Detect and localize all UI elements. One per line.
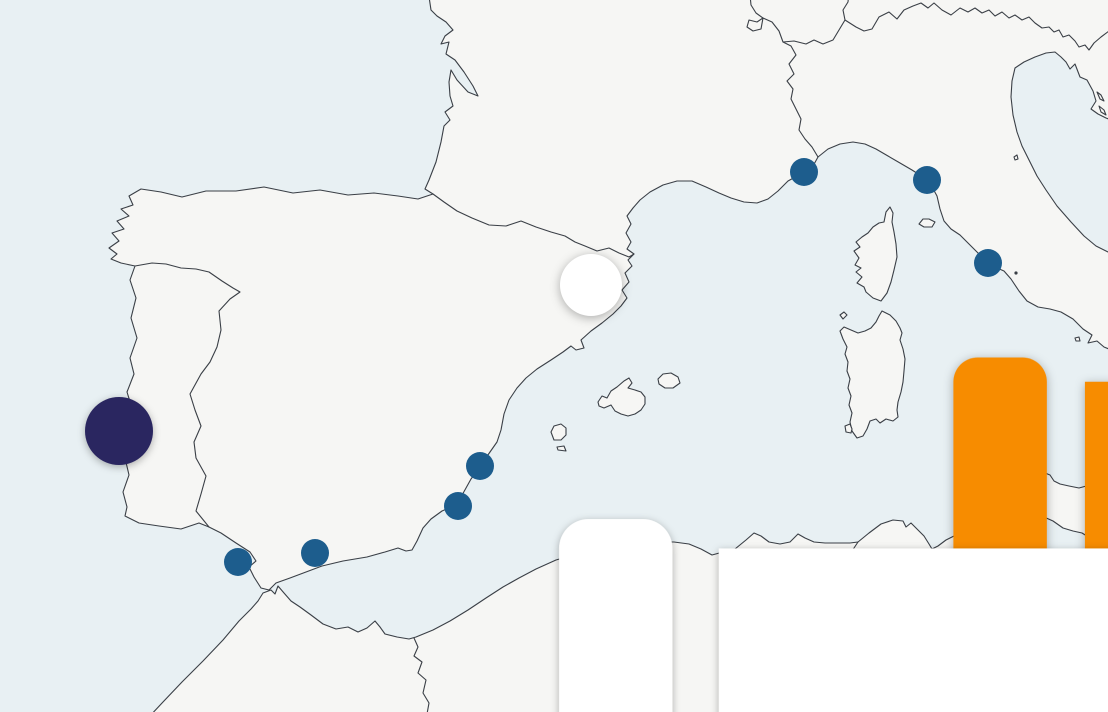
island-adriatic: [1013, 154, 1019, 161]
markers-layer: [85, 158, 1108, 712]
stop-dot[interactable]: [974, 249, 1002, 277]
island-croatia-1: [1096, 91, 1105, 102]
border-france-italy: [746, 0, 819, 158]
start-flag-marker-circle: [85, 397, 153, 465]
island-menorca: [657, 372, 681, 389]
start-flag-marker[interactable]: [85, 397, 1108, 712]
border-portugal-spain: [134, 262, 241, 528]
border-alps: [844, 2, 1108, 51]
island-elba: [918, 218, 936, 228]
stop-dot[interactable]: [301, 539, 329, 567]
island-san-pietro: [844, 423, 853, 434]
island-formentera: [556, 445, 567, 452]
destination-flag-marker-circle: [560, 254, 622, 316]
island-ibiza: [550, 423, 567, 441]
stop-dot[interactable]: [790, 158, 818, 186]
border-morocco-algeria: [413, 637, 430, 712]
border-switzerland-italy: [782, 0, 849, 45]
island-corsica: [853, 206, 898, 302]
stop-dot[interactable]: [466, 452, 494, 480]
city-dot: [1014, 271, 1018, 275]
island-croatia-2: [1098, 105, 1107, 116]
destination-flag-marker[interactable]: [560, 254, 1108, 712]
island-ponza: [1074, 336, 1081, 342]
stop-dot[interactable]: [444, 492, 472, 520]
island-sardinia: [839, 310, 906, 439]
island-asinara: [839, 311, 848, 320]
stop-dot[interactable]: [913, 166, 941, 194]
border-france-spain: [432, 193, 635, 258]
stop-dot[interactable]: [224, 548, 252, 576]
island-mallorca: [597, 377, 646, 417]
